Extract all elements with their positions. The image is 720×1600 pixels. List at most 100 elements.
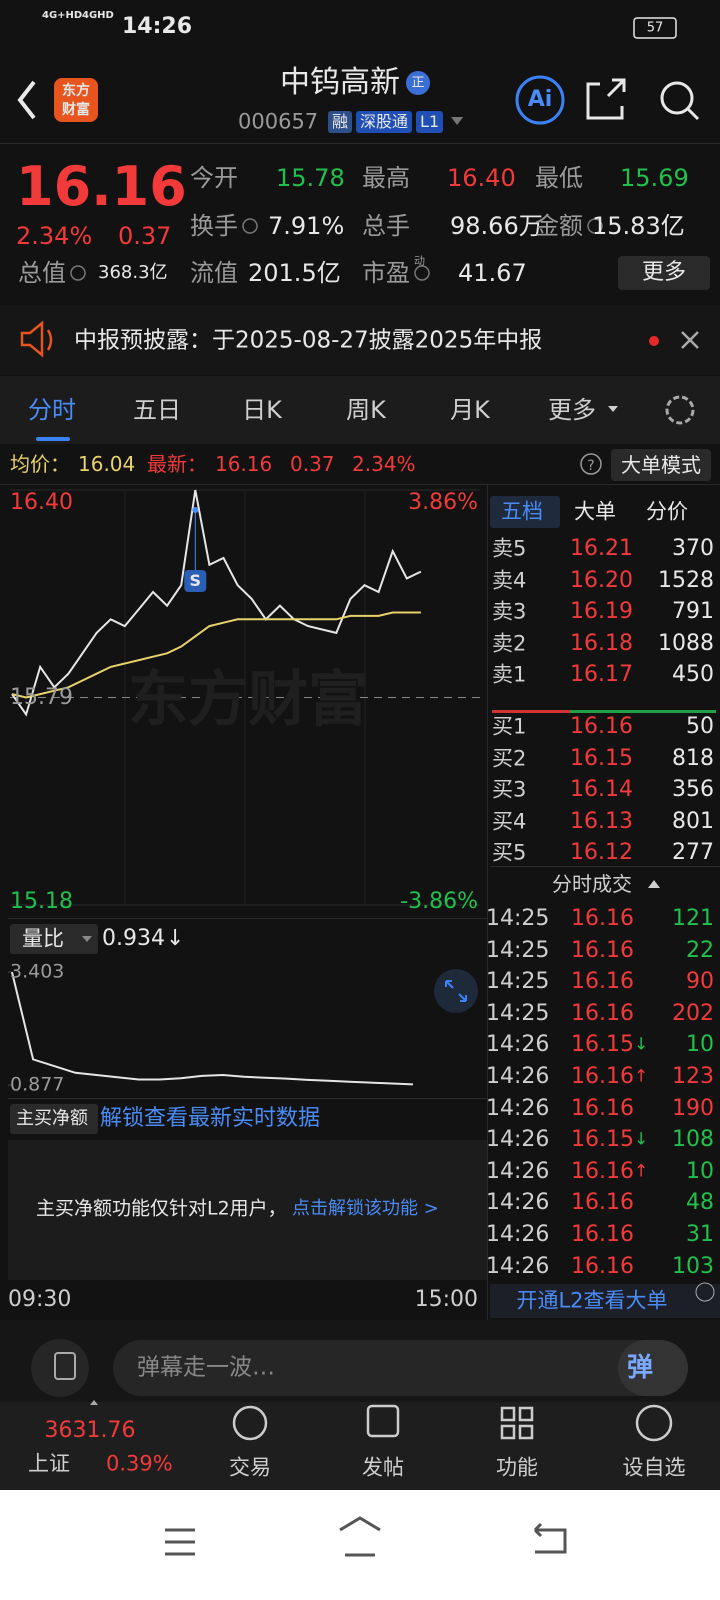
book-level: 卖1	[492, 662, 527, 687]
network-label: 4G+HD	[42, 10, 83, 21]
back-button[interactable]	[17, 80, 36, 120]
trade-volume: 22	[686, 937, 714, 963]
divider	[8, 1098, 487, 1099]
trade-price: 16.16	[571, 1222, 634, 1247]
expand-button[interactable]	[434, 969, 478, 1013]
change-pct: 2.34%	[16, 222, 93, 250]
pct-label: -3.86%	[400, 889, 478, 914]
book-volume: 1528	[658, 567, 714, 593]
info-icon	[587, 218, 603, 234]
settings-button[interactable]	[665, 395, 695, 425]
book-price: 16.18	[570, 630, 633, 656]
bid-bar	[570, 710, 716, 713]
signal-label: S	[189, 571, 202, 590]
ai-button[interactable]	[515, 75, 565, 125]
y-tick-label: 16.40	[10, 490, 73, 515]
book-volume: 818	[672, 745, 714, 771]
stat-label: 总手	[362, 212, 410, 240]
share-button[interactable]	[586, 78, 626, 120]
info-icon	[242, 218, 258, 234]
speaker-icon	[20, 320, 44, 358]
book-tab[interactable]: 大单	[574, 499, 616, 524]
y-tick-label: 15.18	[10, 889, 73, 914]
info-pct: 2.34%	[352, 452, 416, 476]
nav-icons	[232, 1404, 673, 1442]
l2-banner[interactable]	[490, 1284, 720, 1318]
tab[interactable]: 日K	[242, 396, 282, 424]
comment-placeholder[interactable]: 弹幕走一波…	[137, 1354, 275, 1381]
book-volume: 791	[672, 599, 714, 624]
battery-level: 57	[646, 20, 664, 36]
nav-item[interactable]: 设自选	[622, 1455, 686, 1480]
trade-time: 14:26	[486, 1158, 550, 1184]
index-value[interactable]: 3631.76	[44, 1418, 136, 1443]
trade-price: 16.16	[571, 1095, 634, 1121]
help-icon[interactable]	[580, 453, 602, 475]
bottom-nav	[0, 1402, 720, 1490]
close-notice[interactable]	[681, 331, 699, 349]
trade-arrow: ↓	[634, 1034, 649, 1055]
book-level: 卖2	[492, 631, 527, 655]
nav-item[interactable]: 发帖	[362, 1455, 404, 1480]
book-tab[interactable]: 分价	[646, 499, 688, 524]
book-volume: 50	[686, 714, 714, 739]
search-button-handle	[686, 107, 700, 121]
tab[interactable]: 周K	[346, 396, 386, 424]
comment-input[interactable]	[113, 1340, 688, 1396]
net-buy-dropdown[interactable]	[10, 1104, 98, 1134]
y-tick-label: 3.403	[10, 960, 65, 983]
net-buy-label[interactable]: 主买净额	[16, 1108, 88, 1129]
book-level: 卖3	[492, 599, 527, 624]
system-nav	[0, 1490, 720, 1600]
divider	[487, 484, 488, 1320]
big-order-label[interactable]: 大单模式	[621, 453, 701, 477]
trade-time: 14:26	[486, 1253, 550, 1279]
book-volume: 450	[672, 662, 714, 687]
badge	[406, 71, 430, 95]
system-nav-icons[interactable]	[165, 1516, 567, 1557]
x-label: 09:30	[8, 1287, 72, 1312]
stat-value: 15.69	[620, 164, 689, 192]
comment-icon[interactable]	[31, 1339, 89, 1397]
more-label[interactable]: 更多	[641, 260, 687, 285]
l2-banner-text[interactable]: 开通L2查看大单	[516, 1288, 668, 1313]
tab-dropdown	[608, 406, 618, 412]
stat-label: 市盈	[362, 259, 410, 287]
stat-value: 201.5亿	[248, 259, 341, 287]
tab-indicator	[36, 437, 70, 441]
big-order-button[interactable]	[611, 449, 711, 481]
ai-label[interactable]: Ai	[527, 87, 553, 112]
stat-value: 41.67	[458, 259, 527, 287]
tab[interactable]: 五日	[133, 396, 181, 424]
price-line	[11, 489, 422, 717]
danmu-button[interactable]	[618, 1340, 688, 1396]
book-tab[interactable]: 五档	[501, 499, 543, 524]
tab[interactable]: 分时	[28, 396, 76, 424]
book-volume: 277	[672, 840, 714, 865]
nav-item[interactable]: 交易	[229, 1455, 271, 1480]
stat-label: 总值	[18, 259, 66, 287]
ratio-arrow: ↓	[166, 926, 185, 951]
last-price: 16.16	[16, 155, 187, 218]
unlock-link[interactable]: 解锁查看最新实时数据	[100, 1106, 321, 1131]
trade-volume: 10	[686, 1158, 714, 1184]
trades-title[interactable]: 分时成交	[552, 872, 632, 896]
more-button[interactable]	[618, 256, 710, 290]
notice-text[interactable]: 中报预披露：于2025-08-27披露2025年中报	[74, 327, 543, 354]
danmu-label[interactable]: 弹	[626, 1353, 654, 1383]
stock-tag: 深股通	[356, 111, 413, 133]
nav-item[interactable]: 功能	[496, 1455, 538, 1480]
trade-price: 16.16	[571, 1190, 634, 1216]
trade-price: 16.16	[571, 1253, 634, 1279]
trade-time: 14:25	[486, 937, 550, 963]
search-button[interactable]	[660, 81, 694, 115]
ratio-label[interactable]: 量比	[22, 926, 64, 951]
ratio-dropdown[interactable]	[10, 924, 98, 954]
unlock-action[interactable]: 点击解锁该功能 >	[292, 1198, 439, 1219]
book-level: 买1	[492, 714, 527, 739]
tab[interactable]: 月K	[450, 396, 490, 424]
tab[interactable]: 更多	[548, 396, 596, 424]
trade-volume: 90	[686, 969, 714, 995]
